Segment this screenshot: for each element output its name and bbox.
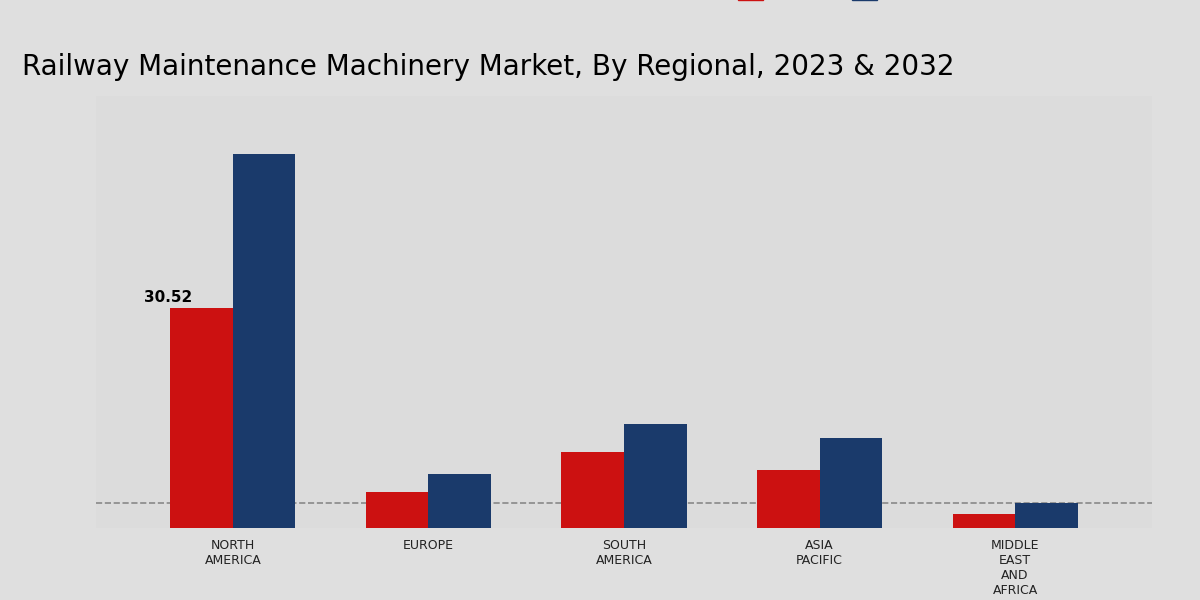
Bar [562,452,624,528]
Bar [953,514,1015,528]
Bar [757,470,820,528]
Bar [428,474,491,528]
Bar [624,424,686,528]
Bar [233,154,295,528]
Legend: 2023, 2032: 2023, 2032 [738,0,932,2]
Bar [820,438,882,528]
Bar [1015,503,1078,528]
Bar [366,492,428,528]
Text: Railway Maintenance Machinery Market, By Regional, 2023 & 2032: Railway Maintenance Machinery Market, By… [22,53,954,81]
Bar [170,308,233,528]
Text: 30.52: 30.52 [144,290,192,305]
